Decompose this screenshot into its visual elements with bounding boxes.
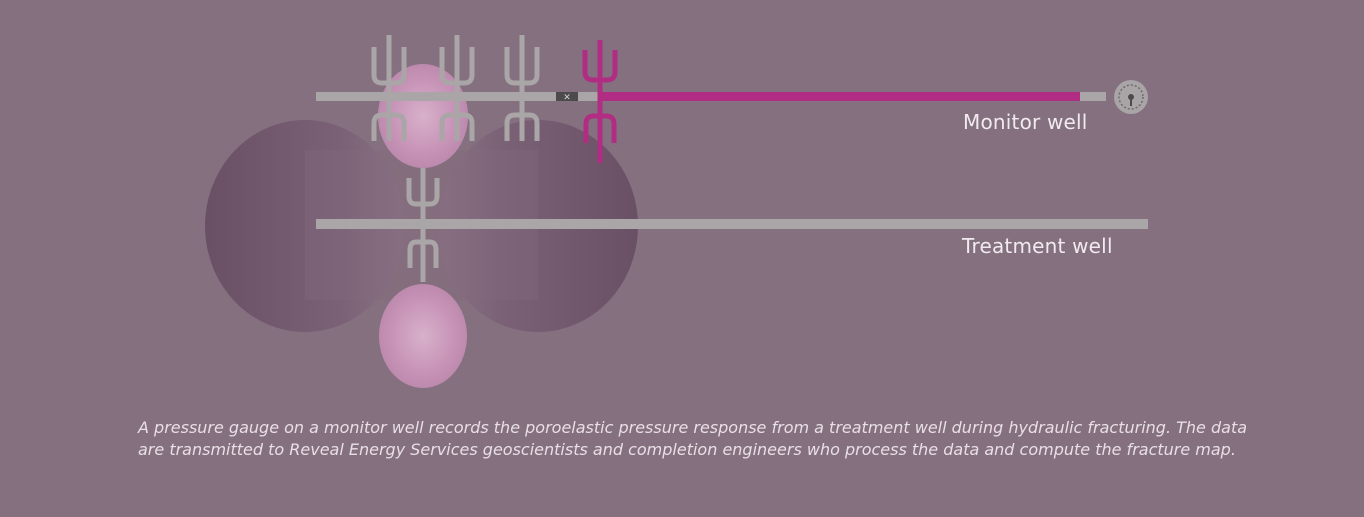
- monitor-well: ✕: [316, 92, 1106, 103]
- active-stage-segment: [598, 92, 1080, 101]
- treatment-well: [316, 219, 1148, 229]
- fracture-stage-icon: [406, 168, 440, 282]
- active-fracture-stage-icon: [582, 40, 618, 163]
- fracture-glow-lower: [379, 284, 467, 388]
- treatment-well-label: Treatment well: [962, 234, 1113, 258]
- fracture-glow-upper: [378, 64, 468, 168]
- isolation-plug-icon: [556, 92, 578, 101]
- pressure-gauge-icon: [1114, 80, 1148, 114]
- diagram-caption: A pressure gauge on a monitor well recor…: [138, 418, 1248, 459]
- svg-text:✕: ✕: [563, 93, 571, 103]
- monitor-well-label: Monitor well: [963, 110, 1088, 134]
